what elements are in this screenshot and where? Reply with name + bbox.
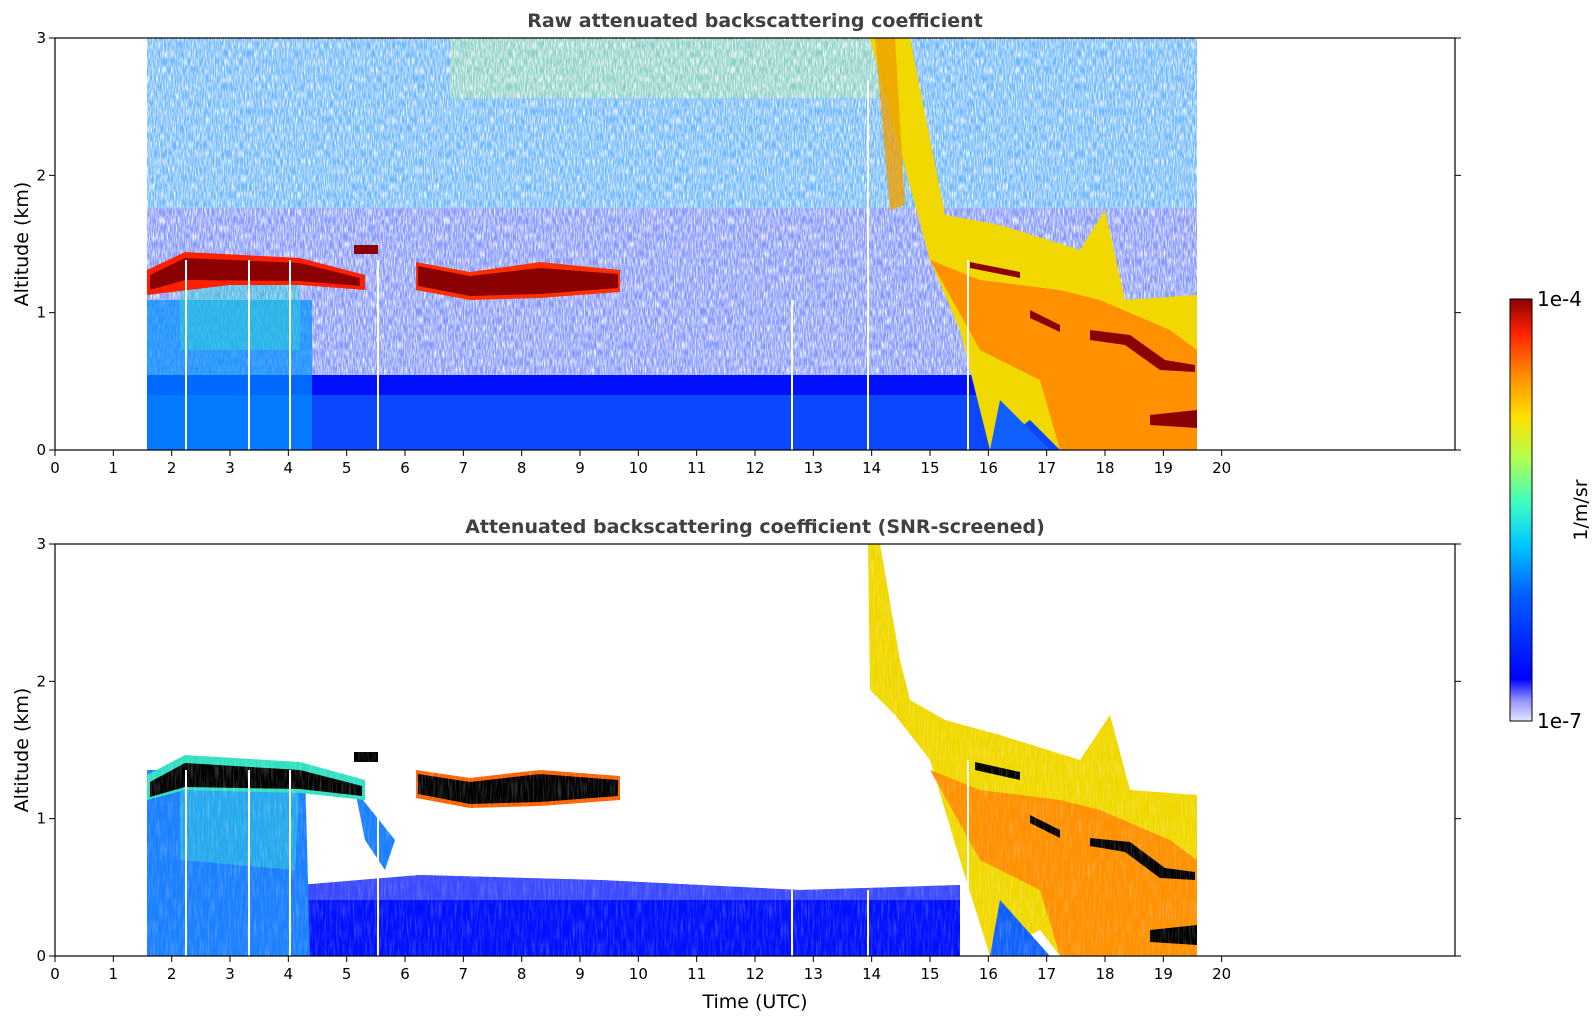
- panel1-title: Raw attenuated backscattering coefficien…: [527, 10, 983, 32]
- x-tick-label: 11: [687, 965, 706, 983]
- colorbar: 1e-4 1e-7 1/m/sr: [1509, 287, 1592, 733]
- panel2-y-axis: 0 1 2 3: [36, 535, 1461, 965]
- colorbar-max-label: 1e-4: [1537, 287, 1582, 311]
- y-tick-label: 0: [36, 947, 46, 965]
- x-tick-label: 17: [1037, 965, 1056, 983]
- colorbar-min-label: 1e-7: [1537, 709, 1582, 733]
- y-tick-label: 2: [36, 672, 46, 690]
- raw-heatmap: [147, 38, 1197, 450]
- y-tick-label: 1: [36, 810, 46, 828]
- screened-heatmap: [147, 544, 1197, 956]
- x-tick-label: 1: [109, 965, 119, 983]
- colorbar-label: 1/m/sr: [1570, 479, 1592, 540]
- x-tick-label: 3: [225, 459, 235, 477]
- x-tick-label: 4: [284, 459, 294, 477]
- panel2-xlabel: Time (UTC): [701, 991, 807, 1013]
- x-tick-label: 5: [342, 965, 352, 983]
- x-tick-label: 10: [629, 965, 648, 983]
- x-tick-label: 19: [1154, 459, 1173, 477]
- panel2-ylabel: Altitude (km): [11, 688, 33, 813]
- x-tick-label: 12: [745, 459, 764, 477]
- x-tick-label: 16: [979, 459, 998, 477]
- x-tick-label: 14: [862, 459, 881, 477]
- raw-backscatter-panel: Raw attenuated backscattering coefficien…: [11, 10, 1461, 477]
- x-tick-label: 13: [804, 459, 823, 477]
- y-tick-label: 3: [36, 29, 46, 47]
- x-tick-label: 10: [629, 459, 648, 477]
- y-tick-label: 1: [36, 304, 46, 322]
- x-tick-label: 7: [459, 459, 469, 477]
- x-tick-label: 2: [167, 459, 177, 477]
- x-tick-label: 15: [920, 965, 939, 983]
- y-tick-label: 0: [36, 441, 46, 459]
- x-tick-label: 18: [1095, 965, 1114, 983]
- panel1-ylabel: Altitude (km): [11, 182, 33, 307]
- x-tick-label: 2: [167, 965, 177, 983]
- x-tick-label: 3: [225, 965, 235, 983]
- x-tick-label: 5: [342, 459, 352, 477]
- x-tick-label: 13: [804, 965, 823, 983]
- x-tick-label: 6: [400, 965, 410, 983]
- x-tick-label: 18: [1095, 459, 1114, 477]
- panel1-y-axis: 0 1 2 3: [36, 29, 1461, 459]
- y-tick-label: 3: [36, 535, 46, 553]
- panel2-title: Attenuated backscattering coefficient (S…: [465, 516, 1045, 538]
- x-tick-label: 19: [1154, 965, 1173, 983]
- panel2-x-axis: 0 1 2 3 4 5 6 7 8 9 10 11 12 13 14 15 16 17 18 19 20: [50, 956, 1231, 983]
- x-tick-label: 20: [1212, 965, 1231, 983]
- x-tick-label: 0: [50, 965, 60, 983]
- x-tick-label: 8: [517, 459, 527, 477]
- screened-backscatter-panel: Attenuated backscattering coefficient (S…: [11, 516, 1461, 1013]
- x-tick-label: 0: [50, 459, 60, 477]
- x-tick-label: 4: [284, 965, 294, 983]
- x-tick-label: 12: [745, 965, 764, 983]
- x-tick-label: 15: [920, 459, 939, 477]
- colorbar-scale: [1509, 298, 1533, 722]
- x-tick-label: 20: [1212, 459, 1231, 477]
- y-tick-label: 2: [36, 166, 46, 184]
- x-tick-label: 6: [400, 459, 410, 477]
- x-tick-label: 17: [1037, 459, 1056, 477]
- x-tick-label: 11: [687, 459, 706, 477]
- x-tick-label: 9: [575, 965, 585, 983]
- x-tick-label: 9: [575, 459, 585, 477]
- x-tick-label: 8: [517, 965, 527, 983]
- x-tick-label: 7: [459, 965, 469, 983]
- x-tick-label: 14: [862, 965, 881, 983]
- x-tick-label: 1: [109, 459, 119, 477]
- x-tick-label: 16: [979, 965, 998, 983]
- panel1-x-axis: 0 1 2 3 4 5 6 7 8 9 10 11 12 13 14 15 16 17 18 19 20: [50, 450, 1231, 477]
